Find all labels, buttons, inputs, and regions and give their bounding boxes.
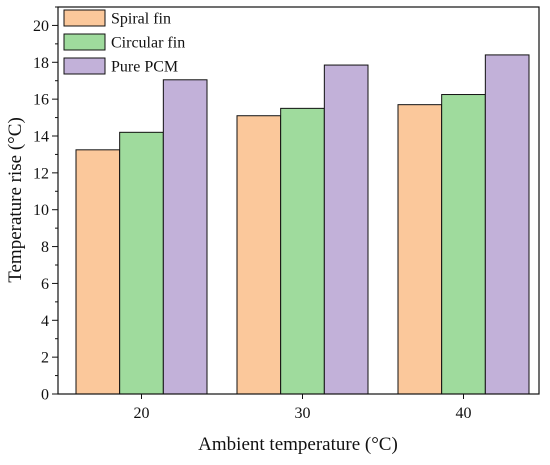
legend-label: Spiral fin — [111, 11, 171, 28]
x-tick-label: 30 — [295, 405, 311, 422]
y-tick-label: 10 — [33, 202, 49, 219]
legend-swatch — [63, 57, 106, 75]
bar-circular-fin-40 — [441, 94, 486, 395]
y-tick-label: 0 — [41, 387, 49, 404]
legend-label: Circular fin — [111, 35, 185, 52]
legend: Spiral fin Circular fin Pure PCM — [63, 9, 185, 76]
bar-spiral-fin-30 — [236, 115, 282, 395]
bar-pure-pcm-40 — [484, 54, 530, 395]
x-tick-label: 40 — [456, 405, 472, 422]
bar-pure-pcm-20 — [162, 79, 208, 395]
y-tick-label: 18 — [33, 55, 49, 72]
y-axis-title: Temperature rise (°C) — [5, 117, 26, 283]
legend-swatch — [63, 33, 106, 51]
y-axis-ticks: 0 2 4 6 8 10 12 14 16 18 20 — [33, 6, 58, 404]
legend-swatch — [63, 9, 106, 27]
bar-pure-pcm-30 — [323, 64, 369, 395]
y-tick-label: 20 — [33, 18, 49, 35]
y-tick-label: 8 — [41, 239, 49, 256]
y-tick-label: 6 — [41, 276, 49, 293]
y-tick-label: 16 — [33, 92, 49, 109]
bar-spiral-fin-20 — [75, 149, 121, 395]
plot-frame — [57, 6, 540, 395]
bars-layer — [75, 54, 530, 395]
y-tick-label: 14 — [33, 129, 49, 146]
bar-circular-fin-20 — [119, 131, 164, 395]
y-tick-label: 12 — [33, 165, 49, 182]
x-axis-ticks: 20 30 40 — [134, 394, 472, 422]
bar-spiral-fin-40 — [397, 104, 443, 395]
bar-circular-fin-30 — [280, 107, 325, 395]
y-tick-label: 4 — [41, 313, 49, 330]
x-tick-label: 20 — [134, 405, 150, 422]
legend-label: Pure PCM — [111, 59, 178, 76]
y-tick-label: 2 — [41, 350, 49, 367]
x-axis-title: Ambient temperature (°C) — [198, 434, 398, 455]
